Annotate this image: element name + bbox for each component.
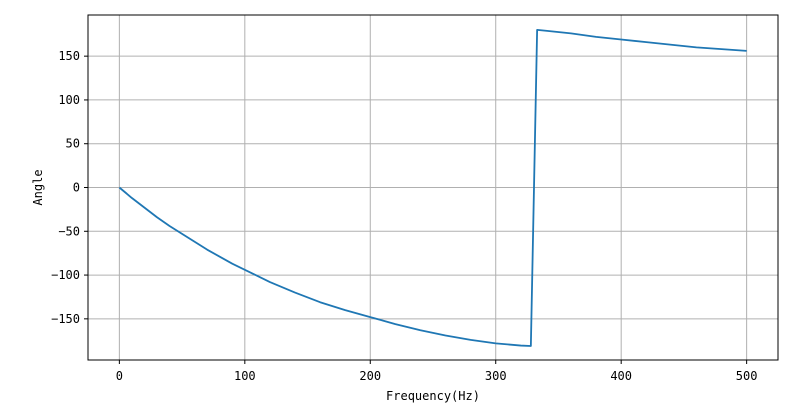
y-tick-label: −150 <box>51 312 80 326</box>
y-tick-label: 150 <box>58 49 80 63</box>
x-axis-label: Frequency(Hz) <box>386 389 480 403</box>
x-tick-label: 400 <box>610 369 632 383</box>
x-tick-label: 100 <box>234 369 256 383</box>
y-tick-label: −50 <box>58 224 80 238</box>
x-tick-label: 200 <box>359 369 381 383</box>
y-tick-label: 50 <box>66 137 80 151</box>
y-tick-label: 100 <box>58 93 80 107</box>
y-axis-label: Angle <box>31 169 45 205</box>
tick-layer <box>84 55 748 364</box>
y-tick-label: −100 <box>51 268 80 282</box>
y-tick-label: 0 <box>73 181 80 195</box>
grid-layer <box>88 15 778 360</box>
series-layer <box>118 28 747 347</box>
phase-series-line <box>118 28 747 347</box>
plot-area-frame <box>87 14 779 361</box>
x-tick-label: 300 <box>485 369 507 383</box>
x-tick-label: 500 <box>736 369 758 383</box>
x-tick-label: 0 <box>116 369 123 383</box>
